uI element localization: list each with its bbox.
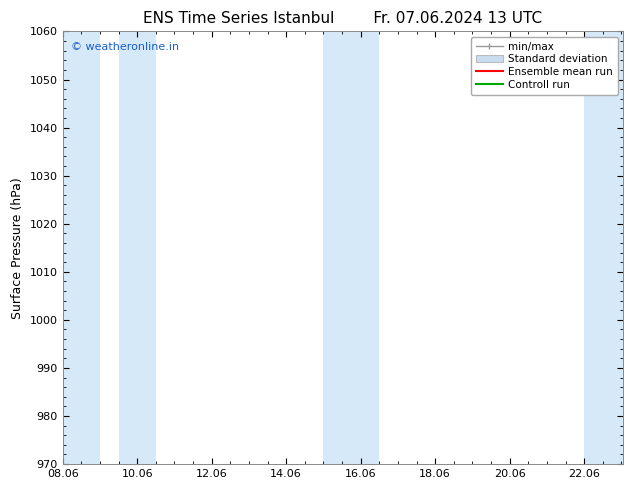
Text: © weatheronline.in: © weatheronline.in — [71, 42, 179, 52]
Y-axis label: Surface Pressure (hPa): Surface Pressure (hPa) — [11, 177, 24, 318]
Legend: min/max, Standard deviation, Ensemble mean run, Controll run: min/max, Standard deviation, Ensemble me… — [471, 37, 618, 95]
Bar — [323, 31, 379, 464]
Title: ENS Time Series Istanbul        Fr. 07.06.2024 13 UTC: ENS Time Series Istanbul Fr. 07.06.2024 … — [143, 11, 542, 26]
Bar — [119, 31, 156, 464]
Bar — [584, 31, 626, 464]
Bar — [63, 31, 100, 464]
